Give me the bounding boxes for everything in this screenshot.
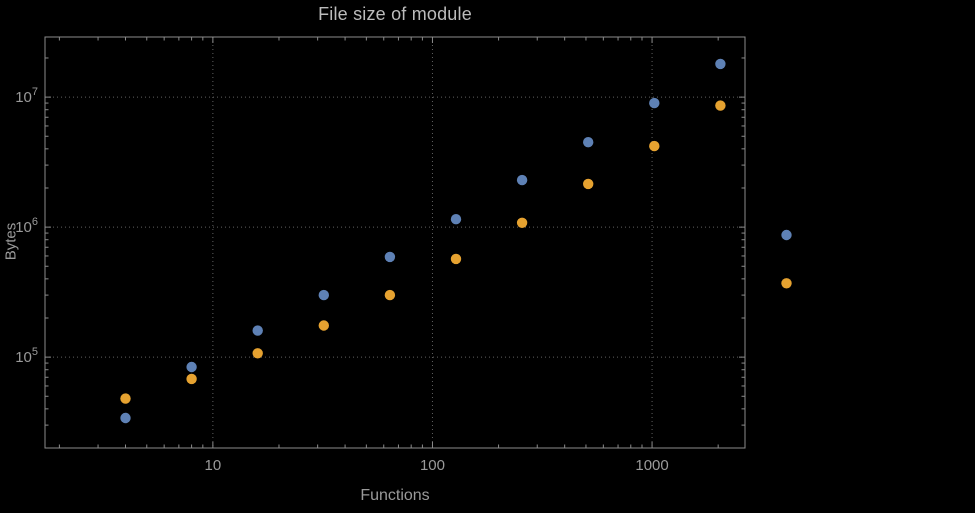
- data-point-series-orange: [252, 348, 263, 359]
- x-tick-label: 100: [420, 457, 445, 474]
- data-point-series-blue: [252, 325, 263, 336]
- y-tick-label: 105: [15, 346, 38, 366]
- data-point-series-orange: [450, 253, 462, 265]
- data-point-series-blue: [583, 137, 594, 148]
- data-point-series-blue: [318, 289, 329, 301]
- data-point-series-orange: [318, 320, 329, 331]
- data-point-series-blue: [120, 412, 131, 424]
- data-point-series-orange: [120, 393, 131, 404]
- data-point-series-orange: [715, 100, 726, 111]
- x-tick-label: 10: [205, 457, 222, 474]
- data-point-series-orange: [583, 178, 594, 190]
- data-point-series-blue: [186, 361, 197, 373]
- data-point-series-orange: [781, 278, 792, 289]
- data-point-series-blue: [384, 251, 396, 263]
- data-point-series-orange: [384, 289, 396, 301]
- data-point-series-orange: [516, 217, 528, 228]
- data-point-series-blue: [781, 229, 792, 241]
- y-axis-label: Bytes: [2, 222, 20, 261]
- plot-frame: [44, 36, 746, 449]
- data-point-series-blue: [715, 58, 726, 70]
- x-tick-label: 1000: [635, 457, 668, 474]
- y-tick-label: 107: [15, 86, 38, 106]
- chart-title: File size of module: [318, 4, 472, 24]
- data-point-series-orange: [186, 373, 197, 385]
- data-point-series-blue: [649, 97, 660, 109]
- y-tick-label: 106: [15, 216, 38, 236]
- x-axis-label: Functions: [360, 487, 430, 504]
- data-point-series-blue: [516, 174, 528, 186]
- data-point-series-blue: [450, 214, 462, 225]
- data-point-series-orange: [649, 140, 660, 152]
